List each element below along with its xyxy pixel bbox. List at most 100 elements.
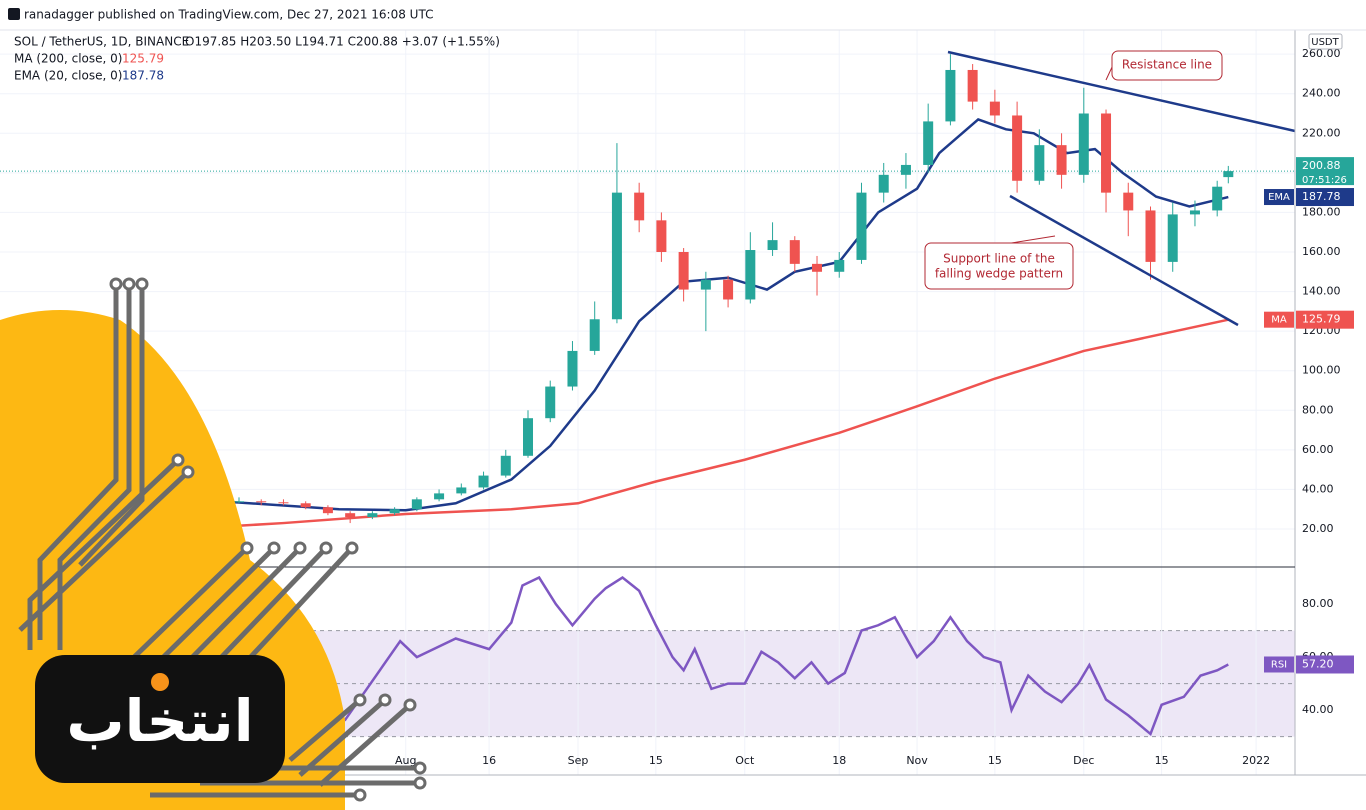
candle-body xyxy=(1145,210,1156,262)
candle-body xyxy=(1056,145,1067,175)
candle-body xyxy=(567,350,578,387)
x-tick-label: 15 xyxy=(988,754,1002,767)
candle-body xyxy=(278,502,289,504)
candle-body xyxy=(1167,214,1178,262)
candle-body xyxy=(545,386,556,419)
candle-body xyxy=(1078,113,1089,175)
bitcoin-icon xyxy=(151,673,169,691)
last-price-box xyxy=(1296,157,1354,186)
candle-body xyxy=(411,499,422,510)
support-trendline xyxy=(1009,194,1239,327)
annotation: falling wedge pattern xyxy=(935,267,1063,281)
indicator-tag-box xyxy=(1296,310,1354,329)
resistance-trendline xyxy=(947,50,1296,133)
ema-legend-value: 187.78 xyxy=(122,69,164,83)
x-tick-label: Aug xyxy=(395,754,416,767)
candle-body xyxy=(1189,210,1200,215)
y-tick-label: 160.00 xyxy=(1302,245,1341,258)
plot xyxy=(0,54,1295,737)
y-tick-label: 80.00 xyxy=(1302,403,1334,416)
symbol: SOL / TetherUS, 1D, BINANCE xyxy=(14,35,189,49)
y-tick-label: 220.00 xyxy=(1302,126,1341,139)
y-tick-label: 100.00 xyxy=(1302,364,1341,377)
ma-legend: MA (200, close, 0) xyxy=(14,52,122,66)
y-tick-label: 20.00 xyxy=(1302,522,1334,535)
x-tick-label: 15 xyxy=(1155,754,1169,767)
y-tick-label: 80.00 xyxy=(1302,597,1334,610)
indicator-tag-label: EMA xyxy=(1268,192,1290,203)
candle-body xyxy=(1223,171,1234,178)
rsi-tag-box xyxy=(1296,655,1354,674)
candle-body xyxy=(1101,113,1112,193)
indicator-tag-label-box xyxy=(1264,189,1294,206)
candle-body xyxy=(1034,145,1045,181)
indicator-tag-value: 125.79 xyxy=(1302,313,1341,326)
candle-body xyxy=(745,250,756,300)
candle-body xyxy=(723,279,734,300)
candle-body xyxy=(1212,186,1223,211)
currency: USDT xyxy=(1311,37,1339,48)
indicator-tag-label: MA xyxy=(1271,315,1287,326)
candle-body xyxy=(478,475,489,488)
annotation-box xyxy=(1111,50,1223,81)
candle-body xyxy=(434,493,445,500)
candle-body xyxy=(634,192,645,221)
y-tick-label: 180.00 xyxy=(1302,205,1341,218)
y-tick-label: 140.00 xyxy=(1302,285,1341,298)
candle-body xyxy=(322,507,333,514)
candle-body xyxy=(856,192,867,260)
tv-icon xyxy=(8,8,20,20)
candle-body xyxy=(1012,115,1023,181)
y-tick-label: 60.00 xyxy=(1302,443,1334,456)
ema-legend: EMA (20, close, 0) xyxy=(14,69,122,83)
candle-body xyxy=(700,279,711,290)
candle-body xyxy=(678,251,689,290)
y-tick-label: 260.00 xyxy=(1302,47,1341,60)
candle-body xyxy=(945,69,956,122)
annotation-box xyxy=(924,242,1074,290)
candle-body xyxy=(345,513,356,518)
candle-body xyxy=(989,101,1000,116)
x-tick-label: Sep xyxy=(568,754,589,767)
indicator-tag-label-box xyxy=(1264,311,1294,328)
logo: انتخاب xyxy=(0,277,427,810)
rsi-line xyxy=(343,575,1229,737)
candle-body xyxy=(456,487,467,494)
x-tick-label: Nov xyxy=(906,754,928,767)
x-tick-label: Oct xyxy=(735,754,755,767)
candle-body xyxy=(233,501,244,503)
candle-body xyxy=(967,69,978,102)
candle-body xyxy=(789,240,800,264)
x-tick-label: 2022 xyxy=(1242,754,1270,767)
last-price-value: 200.88 xyxy=(1302,159,1341,172)
candle-body xyxy=(389,509,400,514)
candle-body xyxy=(500,455,511,476)
currency-box xyxy=(1308,33,1343,50)
annotation: Resistance line xyxy=(1122,58,1212,72)
price-tags: 200.88 07:51:26 MA 125.79 EMA 187.78 RSI 57.20 xyxy=(1264,157,1354,674)
x-tick-label: 15 xyxy=(649,754,663,767)
candle-body xyxy=(900,164,911,175)
x-tick-label: 16 xyxy=(482,754,496,767)
countdown: 07:51:26 xyxy=(1302,175,1347,186)
candle-body xyxy=(878,174,889,193)
logo-box xyxy=(35,655,285,783)
candle-body xyxy=(834,259,845,272)
annotation: Support line of the xyxy=(943,252,1055,266)
candle-body xyxy=(589,319,600,351)
candle-body xyxy=(767,240,778,251)
candle-body xyxy=(812,263,823,272)
candle-body xyxy=(1123,192,1134,211)
x-tick-label: Dec xyxy=(1073,754,1094,767)
y-tick-label: 240.00 xyxy=(1302,87,1341,100)
candle-body xyxy=(523,418,534,456)
rsi-tag-label-box xyxy=(1264,656,1294,673)
indicator-tag-value: 187.78 xyxy=(1302,190,1341,203)
indicator-tag-box xyxy=(1296,188,1354,207)
candle-body xyxy=(923,121,934,165)
y-tick-label: 40.00 xyxy=(1302,482,1334,495)
indicator-line xyxy=(149,318,1229,533)
candle-body xyxy=(300,503,311,508)
ma-legend-value: 125.79 xyxy=(122,52,164,66)
